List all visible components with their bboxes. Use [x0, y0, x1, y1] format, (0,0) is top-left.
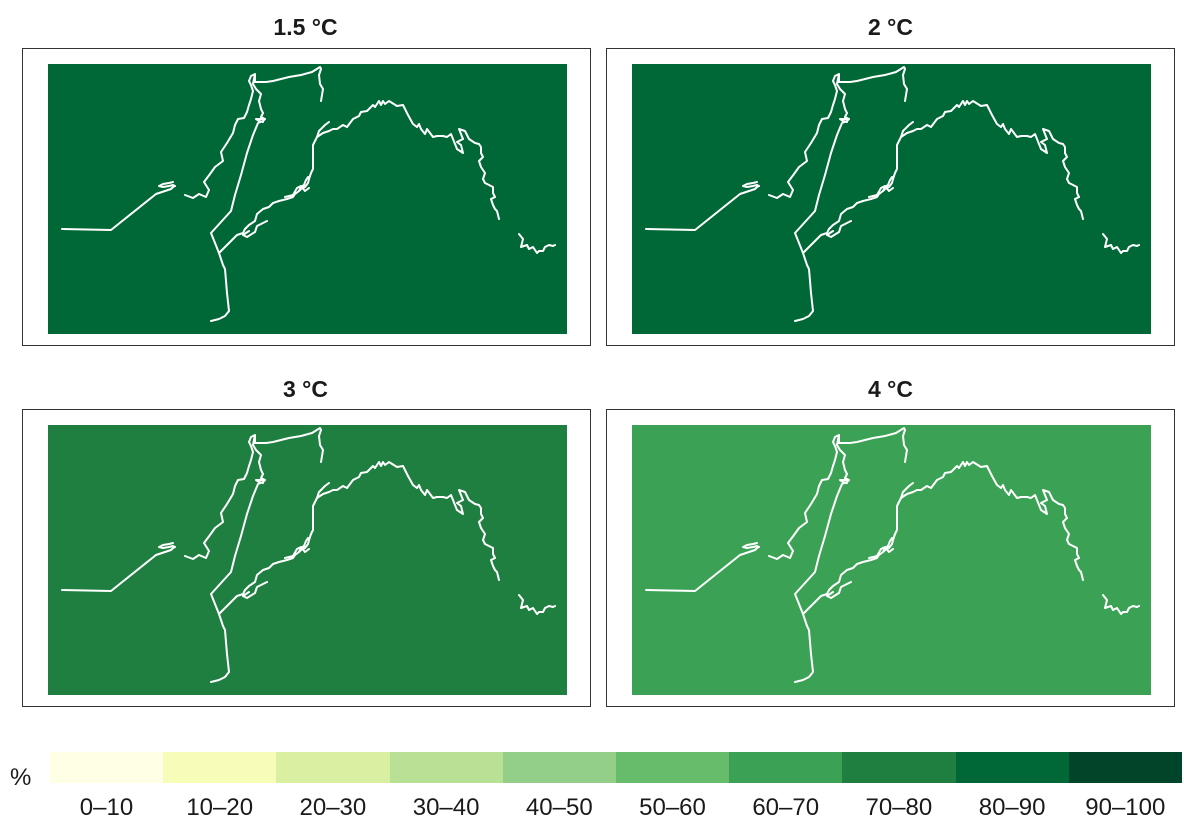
map-svg [632, 64, 1151, 334]
legend-swatch [502, 752, 616, 783]
map-svg [632, 425, 1151, 695]
legend-label: 20–30 [299, 794, 367, 821]
legend-swatch [616, 752, 730, 783]
panel-title-1: 1.5 °C [273, 14, 338, 40]
legend-swatch [276, 752, 390, 783]
legend-label: 90–100 [1085, 794, 1166, 821]
map-fill-region [632, 64, 1151, 334]
legend-unit-label: % [10, 764, 32, 791]
country-border-lines [61, 66, 556, 322]
legend-label: 10–20 [186, 794, 254, 821]
legend-label: 30–40 [412, 794, 480, 821]
map-fill-region [48, 64, 567, 334]
legend-swatch [729, 752, 843, 783]
legend-label: 70–80 [865, 794, 933, 821]
country-border-lines [645, 66, 1140, 322]
legend-label: 80–90 [978, 794, 1046, 821]
map-panel-1 [22, 48, 591, 346]
map-panel-3 [22, 409, 591, 707]
legend-label: 50–60 [639, 794, 706, 821]
legend-label: 40–50 [525, 794, 593, 821]
legend-label: 0–10 [79, 794, 134, 821]
legend-label: 60–70 [752, 794, 820, 821]
legend-swatch [163, 752, 277, 783]
map-svg [48, 425, 567, 695]
map-svg [48, 64, 567, 334]
country-border-lines [61, 427, 556, 683]
map-panel-2 [606, 48, 1175, 346]
panel-title-2: 2 °C [868, 14, 913, 40]
legend-swatch [389, 752, 503, 783]
legend-swatch [955, 752, 1069, 783]
panel-title-3: 3 °C [283, 376, 328, 402]
panel-title-4: 4 °C [868, 376, 913, 402]
legend-swatch [842, 752, 956, 783]
legend-swatch [1068, 752, 1182, 783]
country-border-lines [645, 427, 1140, 683]
map-panel-4 [606, 409, 1175, 707]
map-fill-region [48, 425, 567, 695]
map-fill-region [632, 425, 1151, 695]
legend-swatch [50, 752, 164, 783]
